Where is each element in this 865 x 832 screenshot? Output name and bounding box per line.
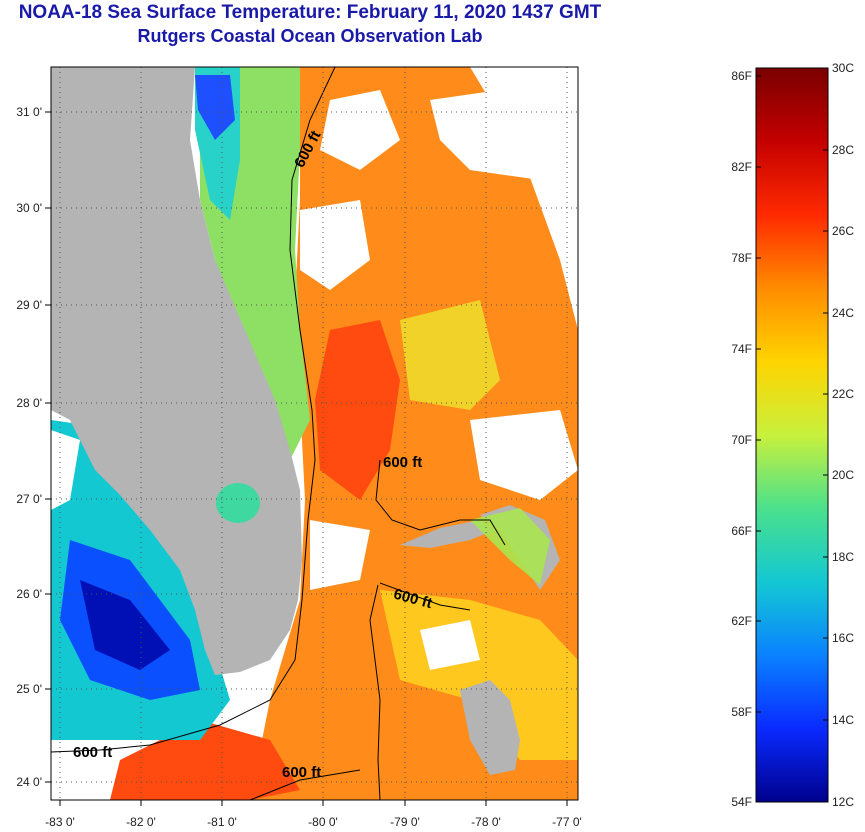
latitude-axis: 31 0' 30 0' 29 0' 28 0' 27 0' 26 0' 25 0' 24 0' <box>16 105 51 789</box>
colorbar-f-label: 54F <box>731 795 752 809</box>
colorbar-f-label: 74F <box>731 342 752 356</box>
longitude-label: -83 0' <box>45 815 75 829</box>
colorbar-c-label: 26C <box>832 224 854 238</box>
latitude-label: 30 0' <box>16 201 42 215</box>
colorbar <box>755 67 829 803</box>
colorbar-c-label: 14C <box>832 713 854 727</box>
longitude-label: -79 0' <box>390 815 420 829</box>
longitude-axis: -83 0' -82 0' -81 0' -80 0' -79 0' -78 0' -77 … <box>45 800 582 829</box>
colorbar-c-label: 30C <box>832 61 854 75</box>
colorbar-f-label: 82F <box>731 160 752 174</box>
grand-bahama-land <box>400 520 495 548</box>
colorbar-c-label: 28C <box>832 143 854 157</box>
sst-hot-south <box>110 720 300 800</box>
colorbar-c-label: 20C <box>832 468 854 482</box>
map-frame <box>50 66 579 801</box>
title-line-1: NOAA-18 Sea Surface Temperature: Februar… <box>18 2 602 23</box>
colorbar-f-label: 66F <box>731 524 752 538</box>
graticule <box>51 67 578 800</box>
colorbar-f-label: 70F <box>731 433 752 447</box>
colorbar-f-label: 78F <box>731 251 752 265</box>
colorbar-f-label: 86F <box>731 69 752 83</box>
longitude-label: -78 0' <box>471 815 501 829</box>
isobath-label: 600 ft <box>383 454 422 471</box>
andros-land <box>460 680 520 775</box>
latitude-label: 26 0' <box>16 587 42 601</box>
sst-yellow-north <box>400 300 500 410</box>
longitude-label: -77 0' <box>552 815 582 829</box>
sst-coastal-blue <box>195 75 235 140</box>
latitude-label: 29 0' <box>16 298 42 312</box>
sst-gulf-dark <box>80 580 170 670</box>
colorbar-f-label: 58F <box>731 705 752 719</box>
florida-land <box>51 67 302 675</box>
colorbar-celsius-labels: 30C 28C 26C 24C 22C 20C 18C 16C 14C 12C <box>823 61 854 809</box>
longitude-label: -80 0' <box>308 815 338 829</box>
latitude-label: 28 0' <box>16 396 42 410</box>
isobath-label: 600 ft <box>282 764 321 781</box>
cloud-patches <box>51 90 578 670</box>
latitude-label: 24 0' <box>16 775 42 789</box>
lake-okeechobee <box>216 483 260 523</box>
latitude-label: 27 0' <box>16 492 42 506</box>
colorbar-c-label: 18C <box>832 550 854 564</box>
longitude-label: -81 0' <box>207 815 237 829</box>
colorbar-c-label: 12C <box>832 795 854 809</box>
longitude-label: -82 0' <box>126 815 156 829</box>
colorbar-c-label: 24C <box>832 306 854 320</box>
title-line-2: Rutgers Coastal Ocean Observation Lab <box>137 26 483 46</box>
isobath-label: 600 ft <box>73 744 112 761</box>
sst-image <box>51 67 578 800</box>
latitude-label: 31 0' <box>16 105 42 119</box>
colorbar-fahrenheit-labels: 86F 82F 78F 74F 70F 66F 62F 58F 54F <box>731 69 761 809</box>
latitude-label: 25 0' <box>16 682 42 696</box>
isobath-lines <box>51 67 506 800</box>
bahama-bank-cool <box>470 508 550 585</box>
sst-hot-core <box>315 320 400 500</box>
colorbar-f-label: 62F <box>731 614 752 628</box>
colorbar-c-label: 16C <box>832 631 854 645</box>
colorbar-c-label: 22C <box>832 387 854 401</box>
